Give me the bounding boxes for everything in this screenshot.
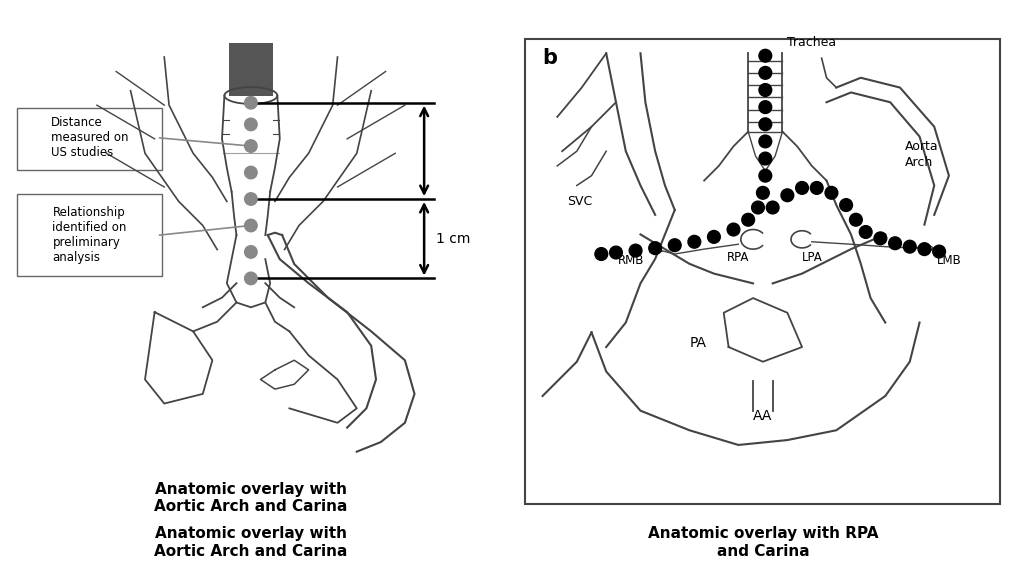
Circle shape — [759, 101, 772, 113]
Circle shape — [245, 166, 257, 179]
Circle shape — [759, 66, 772, 79]
Text: Anatomic overlay with
Aortic Arch and Carina: Anatomic overlay with Aortic Arch and Ca… — [155, 526, 347, 559]
Circle shape — [759, 50, 772, 62]
Circle shape — [595, 248, 607, 260]
Circle shape — [759, 169, 772, 182]
Text: Relationship
identified on
preliminary
analysis: Relationship identified on preliminary a… — [52, 206, 127, 264]
Circle shape — [810, 181, 823, 194]
Text: LPA: LPA — [802, 251, 822, 264]
Circle shape — [245, 272, 257, 285]
Text: LMB: LMB — [937, 254, 962, 267]
Circle shape — [727, 223, 740, 236]
Circle shape — [933, 245, 945, 258]
Circle shape — [708, 230, 720, 243]
Circle shape — [850, 213, 862, 226]
Text: SVC: SVC — [567, 195, 592, 208]
Text: 1 cm: 1 cm — [436, 232, 471, 246]
Text: RMB: RMB — [617, 254, 644, 267]
Circle shape — [245, 219, 257, 232]
FancyBboxPatch shape — [17, 108, 162, 170]
Circle shape — [609, 246, 623, 259]
Circle shape — [796, 181, 808, 194]
Bar — [229, 43, 272, 96]
Text: b: b — [543, 48, 557, 69]
Circle shape — [781, 189, 794, 202]
Circle shape — [859, 226, 872, 238]
Circle shape — [741, 213, 755, 226]
Circle shape — [825, 187, 838, 199]
Text: Distance
measured on
US studies: Distance measured on US studies — [51, 116, 128, 160]
Circle shape — [874, 232, 887, 245]
Text: Aorta
Arch: Aorta Arch — [905, 140, 938, 169]
Circle shape — [245, 246, 257, 258]
Circle shape — [629, 244, 642, 257]
Circle shape — [903, 240, 916, 253]
Text: Anatomic overlay with
Aortic Arch and Carina: Anatomic overlay with Aortic Arch and Ca… — [155, 482, 347, 514]
Circle shape — [840, 199, 852, 211]
Circle shape — [669, 239, 681, 252]
Circle shape — [759, 152, 772, 165]
Circle shape — [752, 201, 764, 214]
Circle shape — [759, 118, 772, 131]
Text: Anatomic overlay with RPA
and Carina: Anatomic overlay with RPA and Carina — [647, 526, 879, 559]
Circle shape — [766, 201, 779, 214]
Circle shape — [759, 135, 772, 148]
Circle shape — [889, 237, 901, 249]
Circle shape — [688, 236, 700, 248]
Text: Trachea: Trachea — [787, 36, 837, 49]
FancyBboxPatch shape — [17, 194, 162, 276]
Circle shape — [757, 187, 769, 199]
Text: RPA: RPA — [727, 251, 750, 264]
Circle shape — [245, 97, 257, 109]
Circle shape — [649, 242, 662, 255]
Circle shape — [245, 193, 257, 205]
Circle shape — [245, 118, 257, 131]
Circle shape — [919, 242, 931, 256]
Circle shape — [759, 84, 772, 96]
Text: AA: AA — [753, 410, 772, 423]
Circle shape — [245, 140, 257, 152]
Text: PA: PA — [689, 336, 707, 350]
